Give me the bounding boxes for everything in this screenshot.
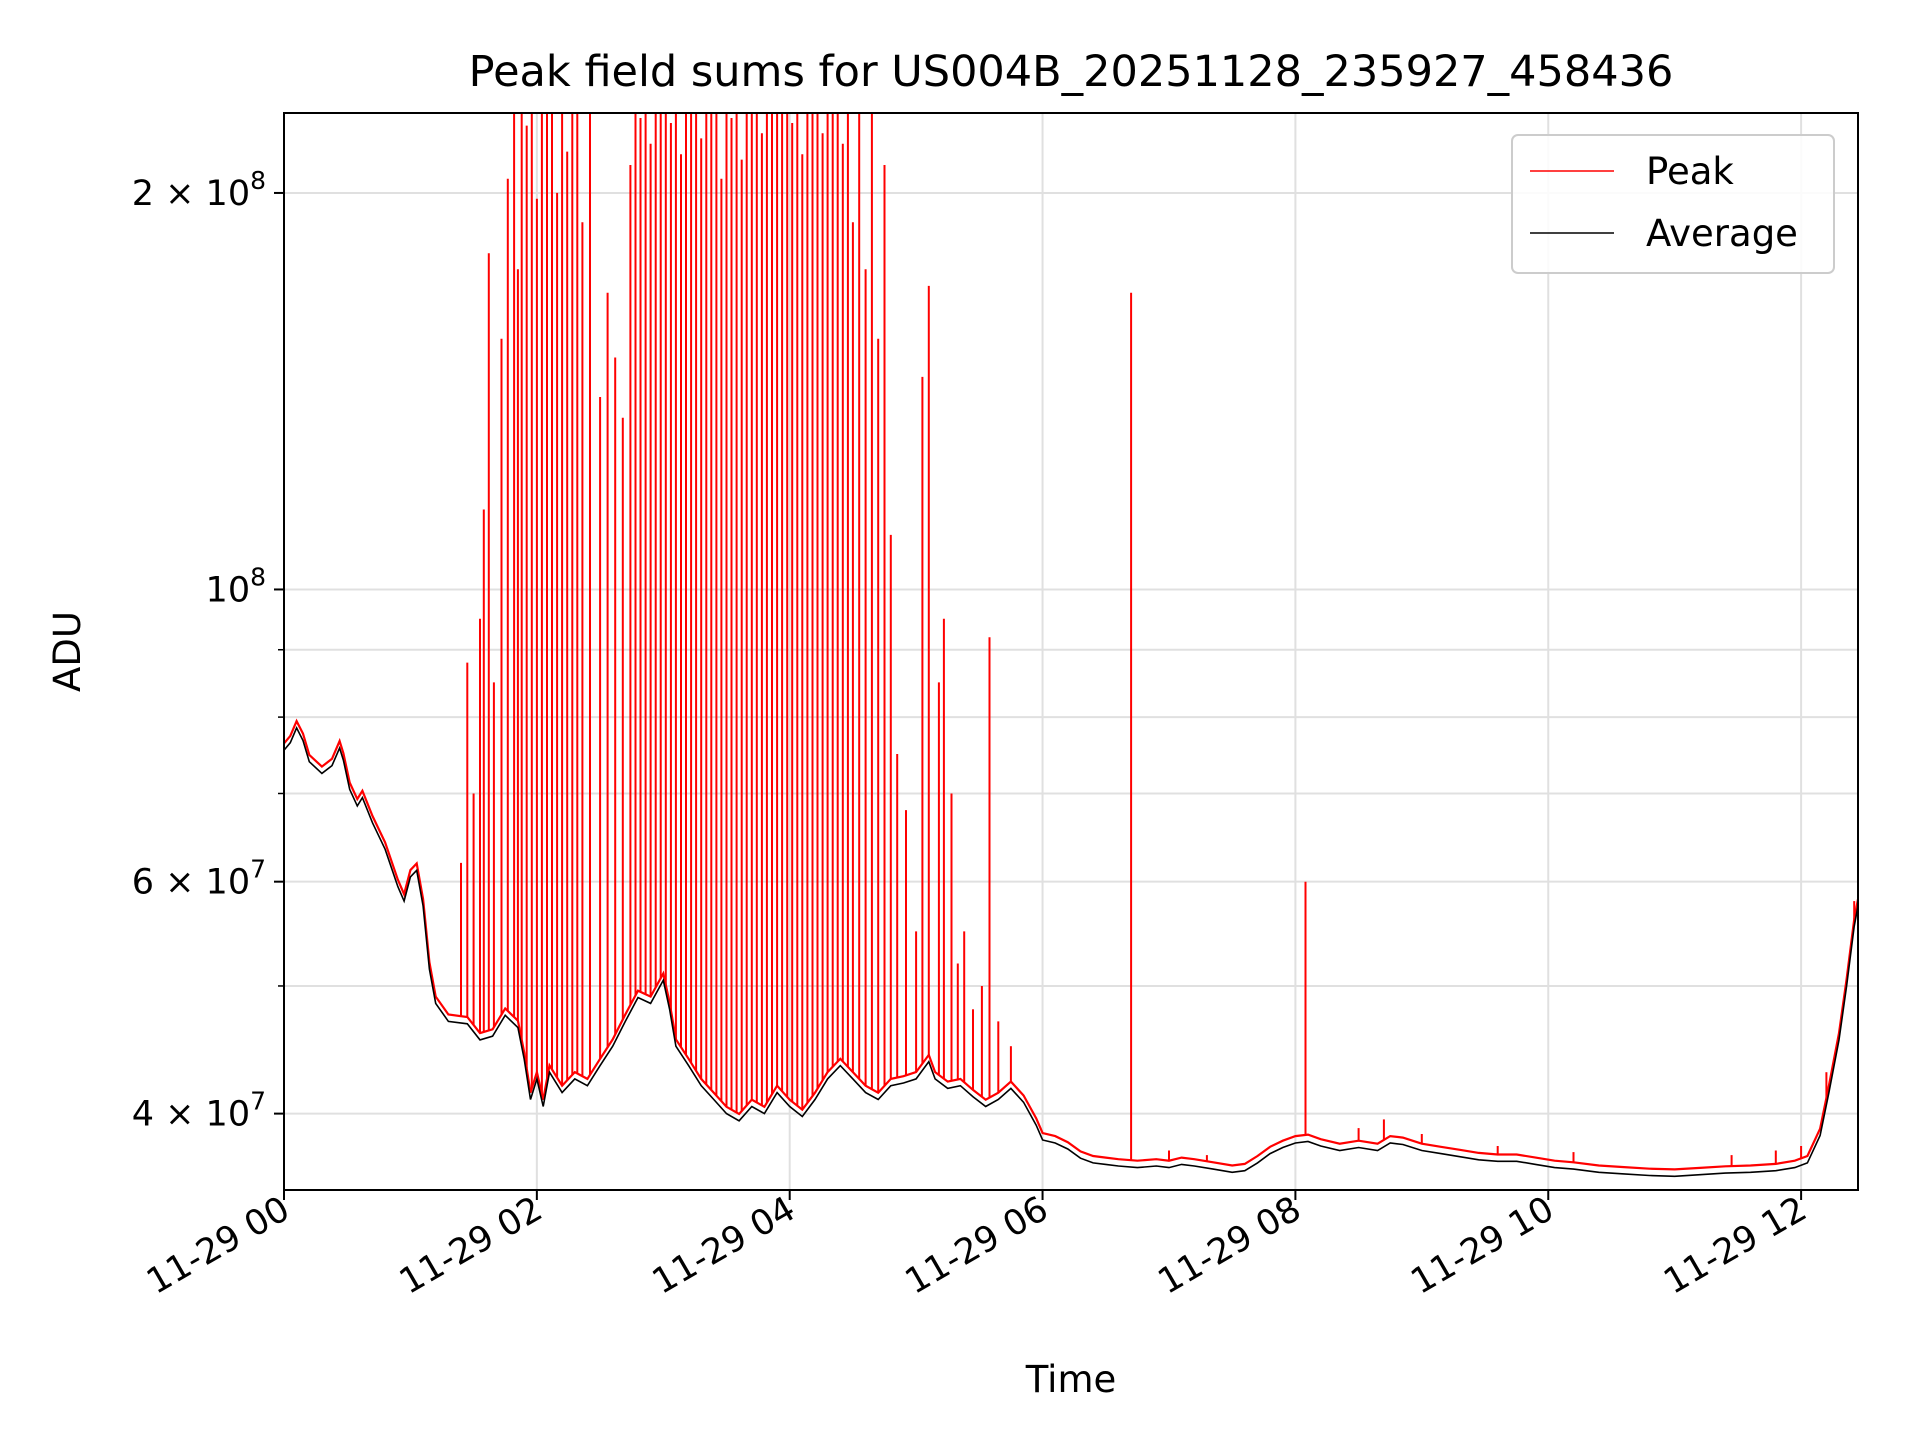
y-tick-label: 108 (206, 562, 266, 610)
y-tick-label: 4 × 107 (132, 1087, 266, 1135)
x-tick-label: 11-29 06 (899, 1189, 1055, 1302)
x-tick-label: 11-29 10 (1404, 1189, 1560, 1302)
x-tick-label: 11-29 04 (646, 1189, 802, 1302)
x-axis-label: Time (1025, 1358, 1117, 1401)
chart-title: Peak field sums for US004B_20251128_2359… (469, 47, 1674, 97)
chart-legend: Peak Average (1511, 134, 1835, 274)
axis-ticks: 11-29 00 11-29 02 11-29 04 11-29 06 11-29 08… (132, 166, 1814, 1303)
legend-box (1511, 134, 1835, 274)
y-tick-label: 6 × 107 (132, 855, 266, 903)
x-tick-label: 11-29 02 (393, 1189, 549, 1302)
x-tick-label: 11-29 12 (1657, 1189, 1813, 1302)
x-tick-label: 11-29 08 (1152, 1189, 1308, 1302)
plot-data (284, 113, 1858, 1178)
plot-area-frame (283, 112, 1859, 1191)
series-peak-line (284, 718, 1858, 1171)
legend-peak-label: Peak (1646, 150, 1734, 193)
series-average-line (284, 726, 1858, 1178)
legend-average-label: Average (1646, 212, 1798, 255)
x-tick-label: 11-29 00 (140, 1189, 296, 1302)
y-tick-label: 2 × 108 (132, 166, 266, 214)
y-axis-label: ADU (46, 611, 89, 692)
